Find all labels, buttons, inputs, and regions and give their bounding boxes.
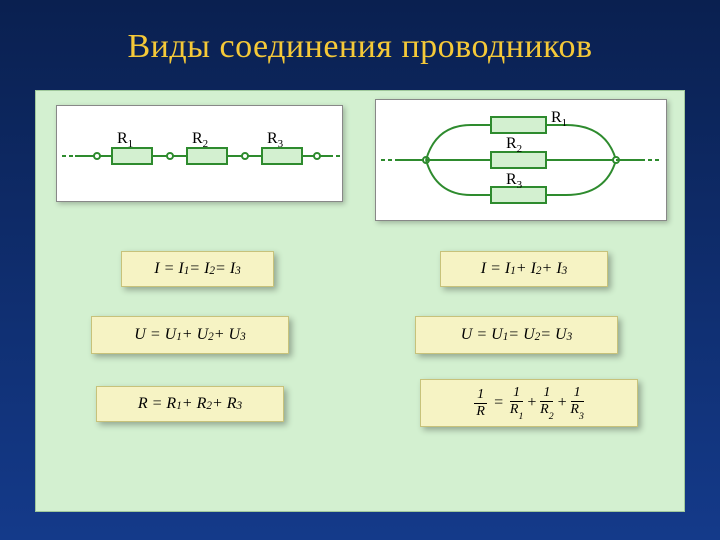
series-circuit-svg: R1 R2 R3 <box>57 106 342 201</box>
slide: Виды соединения проводников <box>0 0 720 540</box>
parallel-formula-I: I = I1 + I2 + I3 <box>440 251 608 287</box>
content-area: R1 R2 R3 I = I1 = I2 = I3 U = U1 + U2 + … <box>35 90 685 512</box>
parallel-formula-U: U = U1 = U2 = U3 <box>415 316 618 354</box>
parallel-column: R1 R2 R3 I = I1 + I2 + I3 U = U1 = U2 = … <box>360 91 684 511</box>
parallel-circuit-svg: R1 R2 R3 <box>376 100 666 220</box>
parallel-formula-R: 1R = 1R1 + 1R2 + 1R3 <box>420 379 638 427</box>
slide-title: Виды соединения проводников <box>0 0 720 66</box>
series-sheet: R1 R2 R3 <box>56 105 343 202</box>
series-formula-I: I = I1 = I2 = I3 <box>121 251 274 287</box>
series-formula-R: R = R1 + R2 + R3 <box>96 386 284 422</box>
parallel-sheet: R1 R2 R3 <box>375 99 667 221</box>
series-column: R1 R2 R3 I = I1 = I2 = I3 U = U1 + U2 + … <box>36 91 360 511</box>
series-formula-U: U = U1 + U2 + U3 <box>91 316 289 354</box>
